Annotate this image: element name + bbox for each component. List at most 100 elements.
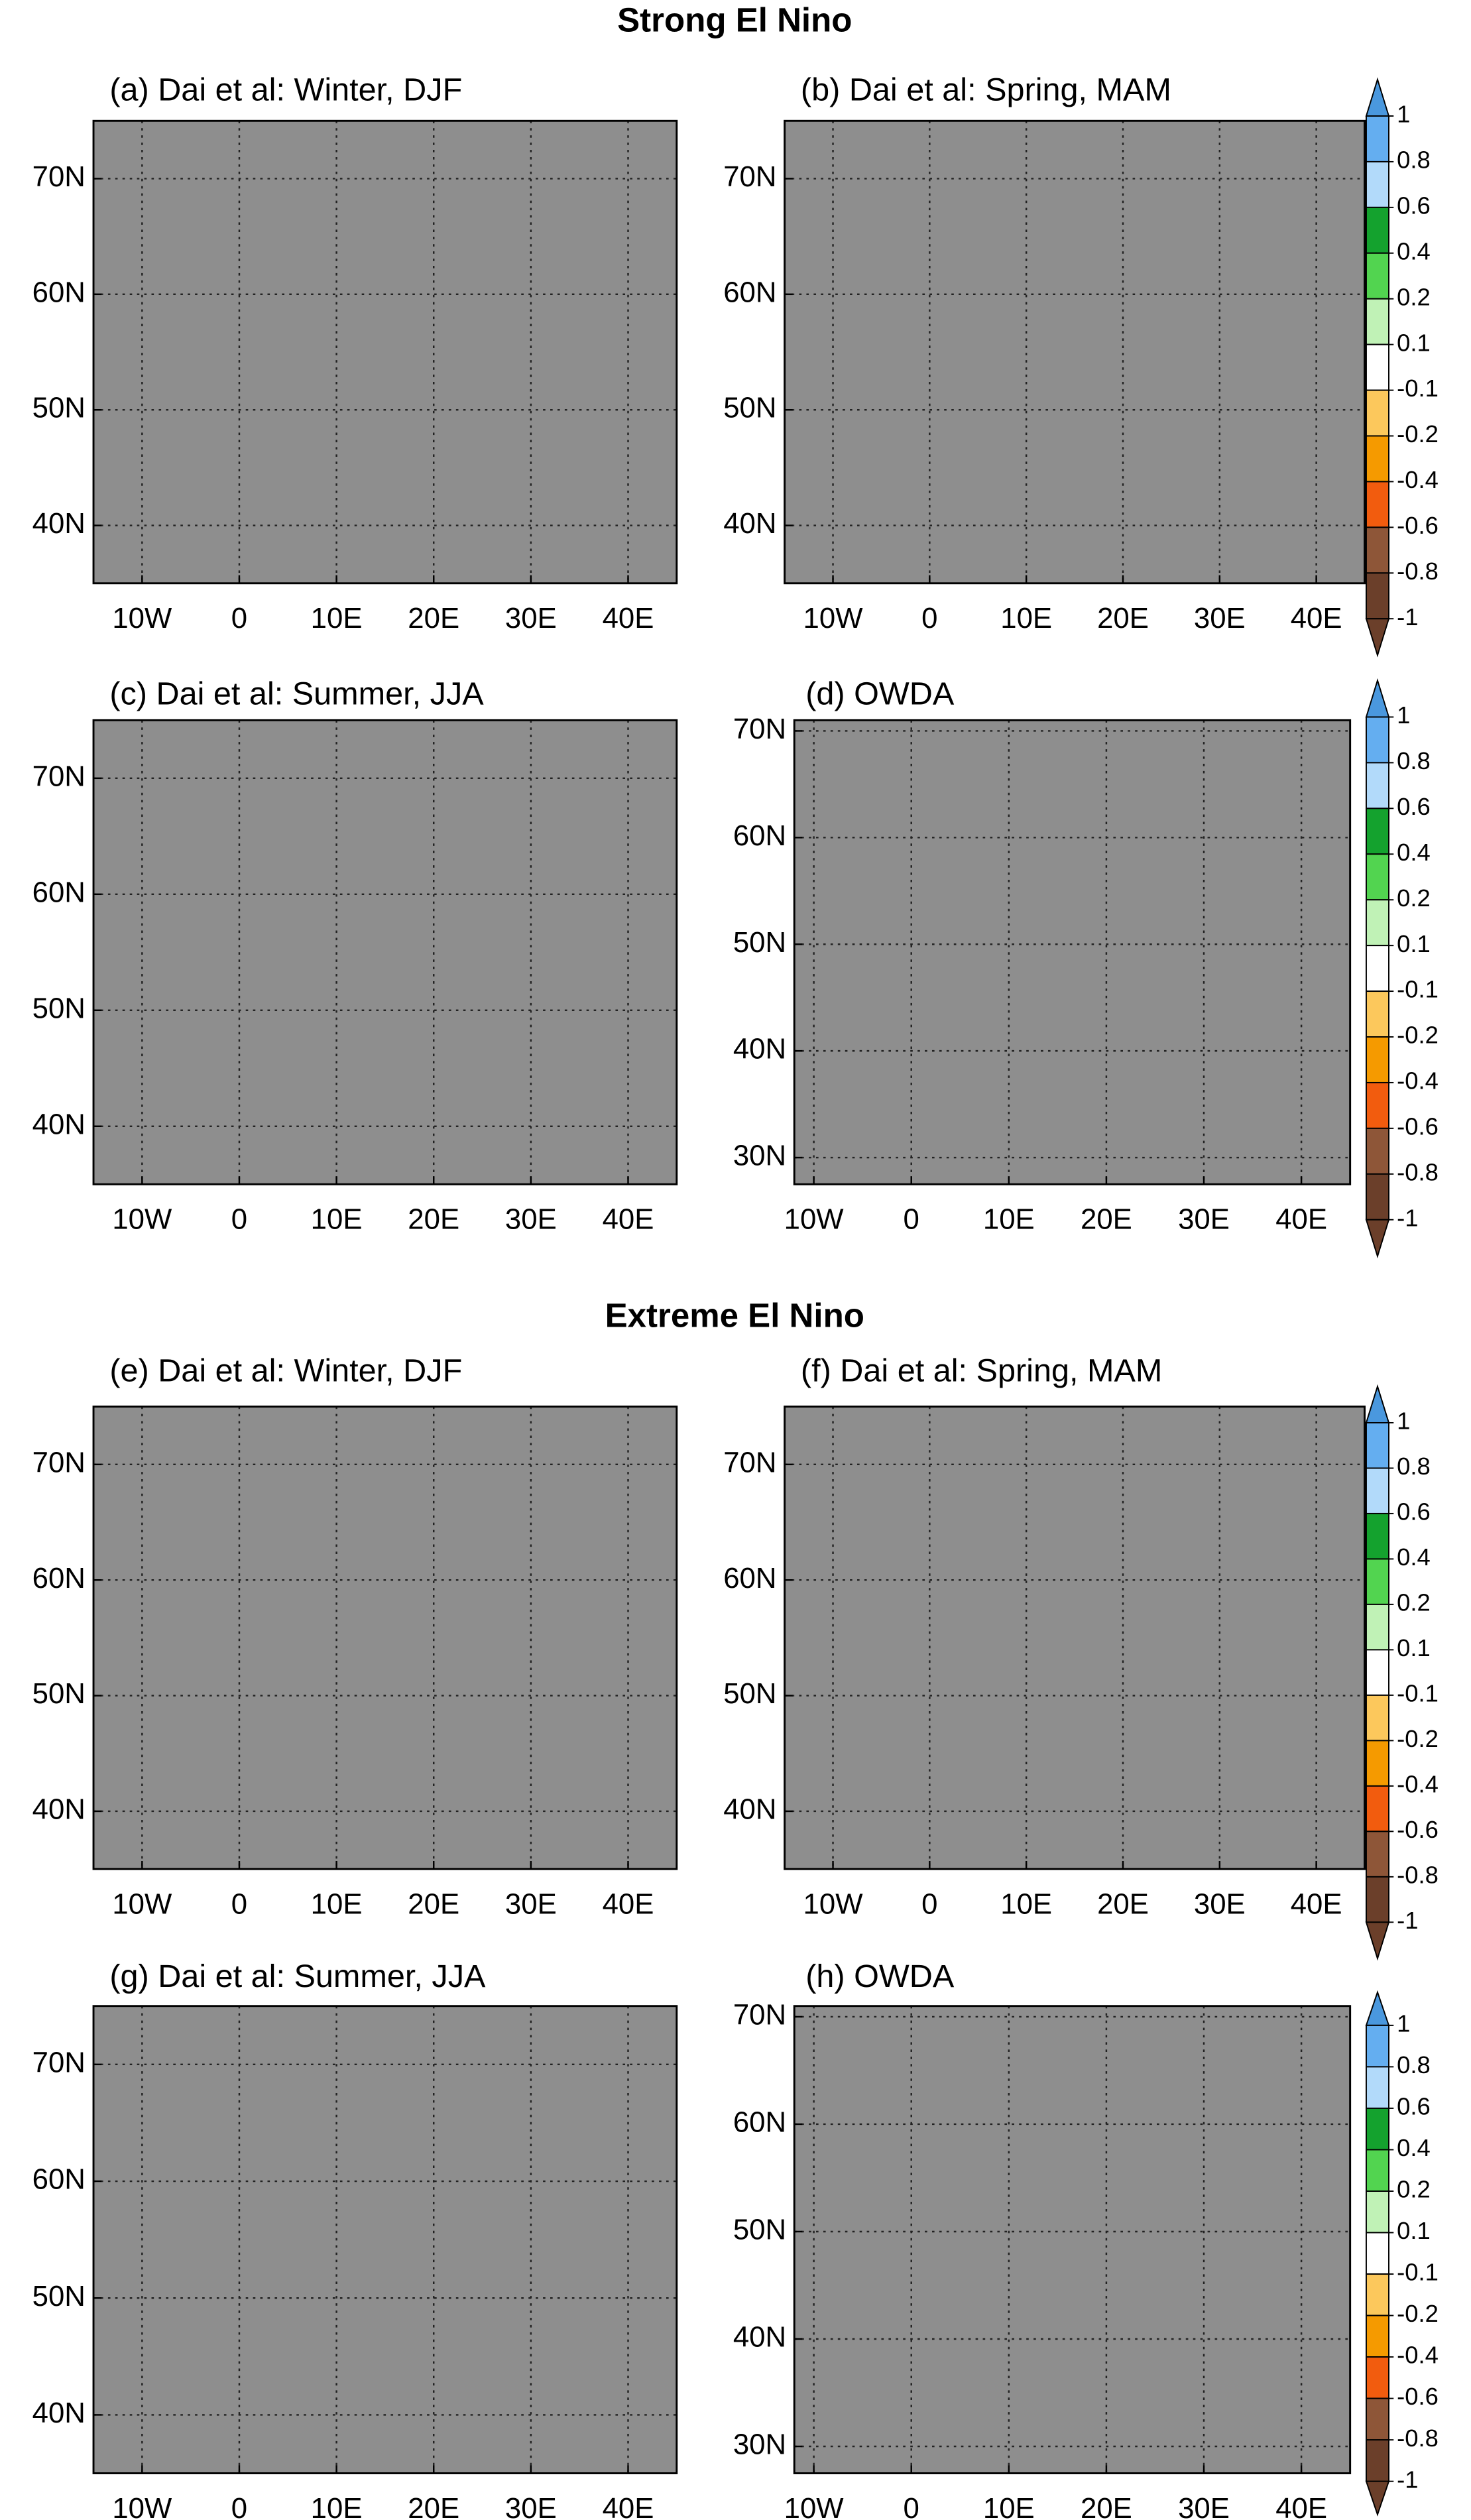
- x-tick-label: 30E: [1194, 1888, 1246, 1921]
- map-area: [784, 121, 1365, 583]
- y-tick-label: 60N: [32, 1562, 86, 1594]
- x-tick-label: 40E: [1291, 602, 1342, 634]
- colorbar-swatch: [1365, 762, 1389, 810]
- map-area: [794, 720, 1350, 1185]
- x-tick-label: 30E: [1194, 602, 1246, 634]
- colorbar-label: 1: [1397, 101, 1410, 128]
- x-tick-label: 10W: [112, 1888, 172, 1921]
- panel-frame: [793, 719, 1352, 1185]
- colorbar-swatch: [1365, 716, 1389, 764]
- x-tick-label: 30E: [505, 1203, 557, 1236]
- map-area: [93, 121, 677, 583]
- y-tick-label: 40N: [32, 1793, 86, 1826]
- x-tick-label: 20E: [408, 1888, 459, 1921]
- y-tick-label: 50N: [32, 992, 86, 1024]
- panel-frame: [92, 119, 678, 585]
- colorbar-label: 0.2: [1397, 884, 1431, 912]
- colorbar-label: 0.4: [1397, 1543, 1431, 1571]
- colorbar-label: 0.4: [1397, 839, 1431, 866]
- colorbar-swatch: [1365, 298, 1389, 345]
- colorbar-swatch: [1365, 2107, 1389, 2151]
- colorbar-label: -0.8: [1397, 2425, 1439, 2452]
- panel-frame: [92, 2005, 678, 2474]
- y-tick-label: 60N: [32, 876, 86, 908]
- y-tick-label: 40N: [733, 1033, 786, 1065]
- colorbar-label: 0.6: [1397, 1498, 1431, 1526]
- x-tick-label: 10E: [311, 1203, 363, 1236]
- y-tick-label: 70N: [32, 2046, 86, 2078]
- colorbar-label: -1: [1397, 1204, 1418, 1231]
- colorbar-label: -1: [1397, 603, 1418, 630]
- colorbar-label: 0.6: [1397, 793, 1431, 820]
- colorbar-swatch: [1365, 2439, 1389, 2482]
- x-tick-label: 40E: [603, 1203, 654, 1236]
- x-tick-label: 20E: [408, 602, 459, 634]
- x-tick-label: 10E: [311, 602, 363, 634]
- colorbar-arrow: [1365, 1384, 1390, 1423]
- colorbar-label: -0.2: [1397, 2300, 1439, 2327]
- x-tick-label: 40E: [603, 1888, 654, 1921]
- colorbar-label: -0.8: [1397, 1158, 1439, 1185]
- colorbar-label: -0.4: [1397, 1771, 1439, 1798]
- x-tick-label: 10W: [803, 1888, 864, 1921]
- y-tick-label: 50N: [723, 392, 776, 424]
- colorbar-label: 0.2: [1397, 1589, 1431, 1616]
- y-tick-label: 50N: [723, 1677, 776, 1710]
- colorbar-swatch: [1365, 1081, 1389, 1129]
- colorbar-swatch: [1365, 1785, 1389, 1832]
- y-tick-label: 40N: [733, 2321, 786, 2354]
- colorbar-label: 0.8: [1397, 747, 1431, 774]
- colorbar-label: 0.6: [1397, 2093, 1431, 2120]
- y-tick-label: 60N: [723, 276, 776, 308]
- x-tick-label: 40E: [1275, 2492, 1327, 2520]
- colorbar-label: 0.8: [1397, 1453, 1431, 1480]
- panel-title: (b) Dai et al: Spring, MAM: [801, 72, 1171, 107]
- section-title: Strong El Nino: [617, 1, 852, 39]
- y-tick-label: 70N: [32, 1446, 86, 1478]
- colorbar-label: 0.8: [1397, 147, 1431, 174]
- panel-title: (d) OWDA: [805, 676, 955, 712]
- colorbar-arrow: [1365, 1219, 1390, 1259]
- colorbar-swatch: [1365, 2273, 1389, 2316]
- colorbar-label: -0.2: [1397, 1022, 1439, 1049]
- colorbar-label: 1: [1397, 2010, 1410, 2037]
- x-tick-label: 30E: [505, 2492, 557, 2520]
- panel-title: (a) Dai et al: Winter, DJF: [109, 72, 462, 107]
- y-tick-label: 60N: [32, 276, 86, 308]
- colorbar-swatch: [1365, 2024, 1389, 2068]
- x-tick-label: 10W: [112, 1203, 172, 1236]
- x-tick-label: 10E: [983, 1203, 1035, 1236]
- colorbar-swatch: [1365, 389, 1389, 437]
- colorbar-arrow: [1365, 2480, 1390, 2517]
- colorbar-swatch: [1365, 899, 1389, 947]
- colorbar-label: -0.6: [1397, 1816, 1439, 1843]
- map-area: [93, 2006, 677, 2474]
- y-tick-label: 60N: [32, 2163, 86, 2196]
- panel-frame: [793, 2005, 1352, 2474]
- colorbar-label: -0.1: [1397, 976, 1439, 1003]
- y-tick-label: 70N: [723, 160, 776, 193]
- colorbar-label: 0.1: [1397, 930, 1431, 957]
- y-tick-label: 70N: [733, 1998, 786, 2031]
- colorbar-swatch: [1365, 2232, 1389, 2275]
- colorbar-arrow: [1365, 678, 1390, 718]
- colorbar-swatch: [1365, 160, 1389, 208]
- colorbar-label: 0.1: [1397, 2217, 1431, 2244]
- x-tick-label: 10E: [1000, 1888, 1052, 1921]
- colorbar-arrow: [1365, 1921, 1390, 1961]
- map-area: [794, 2006, 1350, 2474]
- x-tick-label: 0: [904, 2492, 919, 2520]
- colorbar-swatch: [1365, 1603, 1389, 1651]
- x-tick-label: 40E: [603, 602, 654, 634]
- colorbar-label: 0.8: [1397, 2051, 1431, 2078]
- y-tick-label: 60N: [733, 2106, 786, 2139]
- x-tick-label: 10W: [112, 602, 172, 634]
- x-tick-label: 0: [231, 2492, 247, 2520]
- colorbar-label: -1: [1397, 1907, 1418, 1934]
- colorbar-label: 1: [1397, 1408, 1410, 1435]
- colorbar-swatch: [1365, 945, 1389, 992]
- panel-title: (c) Dai et al: Summer, JJA: [109, 676, 484, 712]
- colorbar-arrow: [1365, 1990, 1390, 2026]
- x-tick-label: 30E: [505, 602, 557, 634]
- colorbar-label: -0.8: [1397, 558, 1439, 585]
